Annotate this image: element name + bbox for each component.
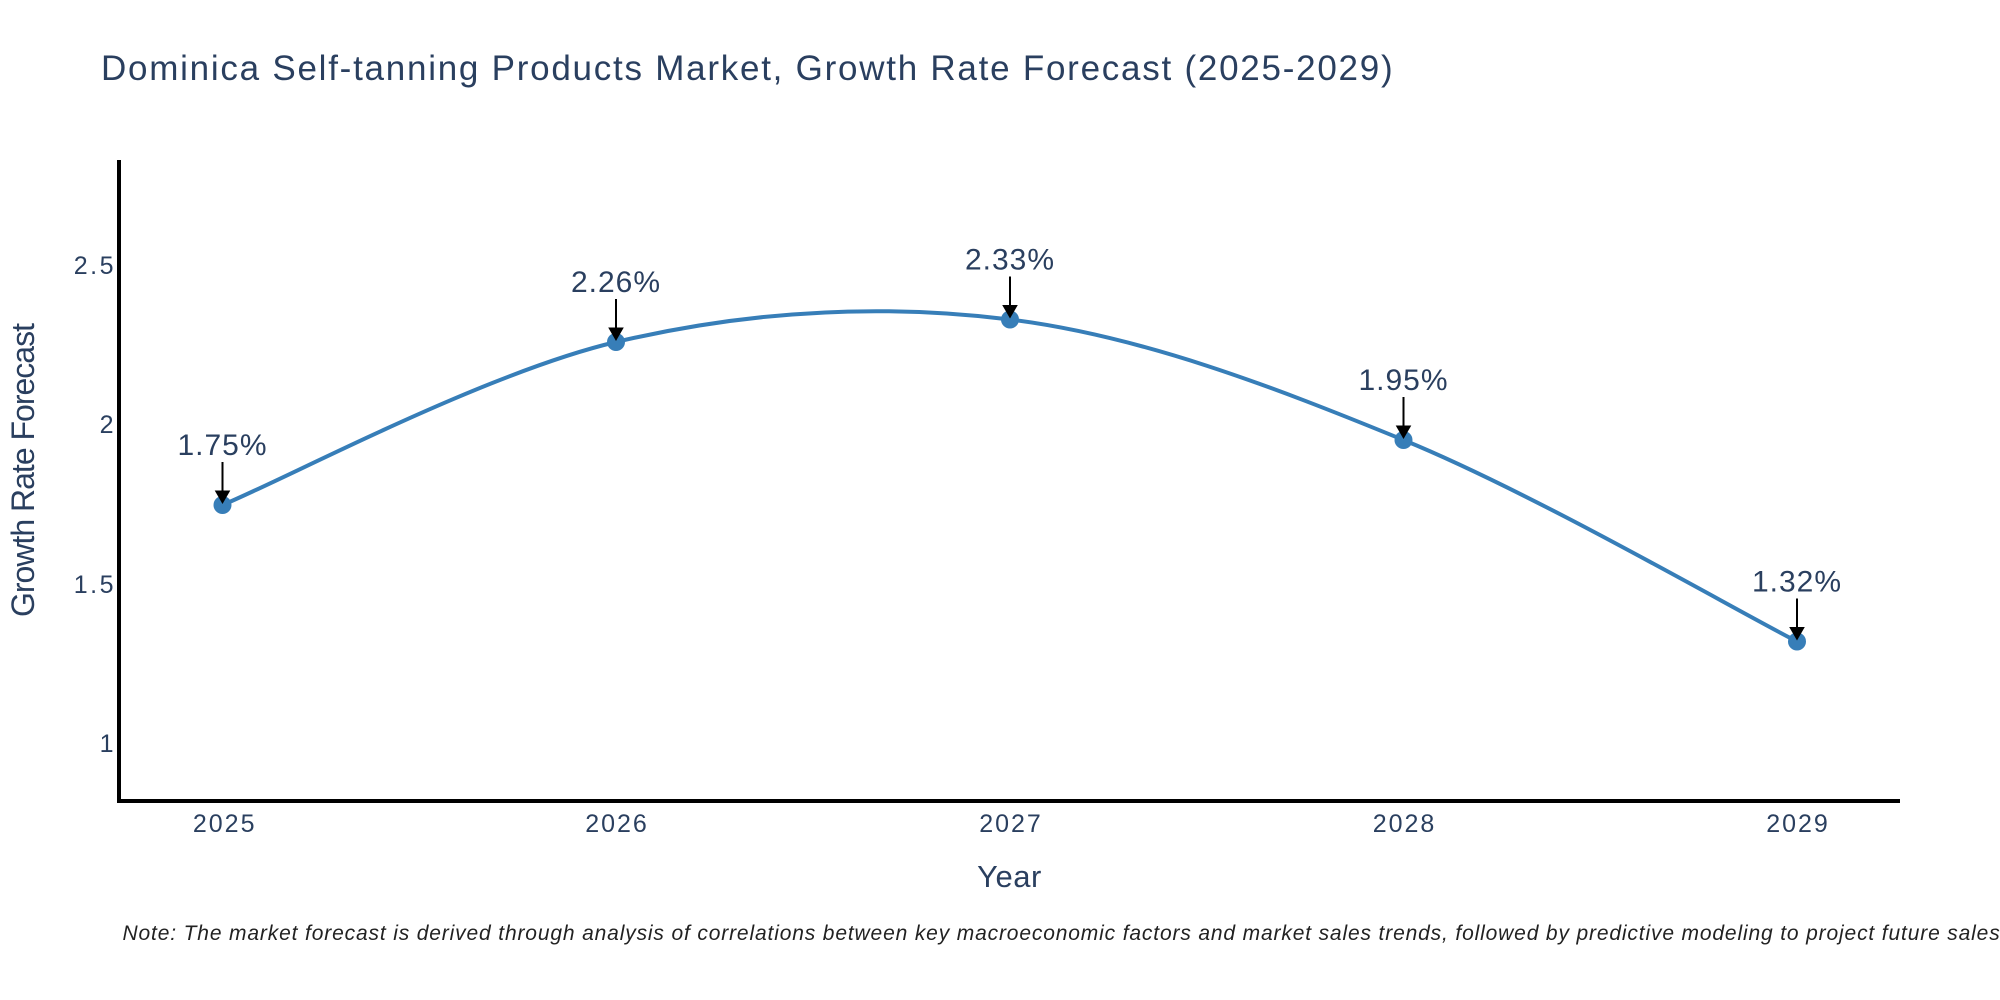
svg-text:1: 1 (100, 730, 116, 758)
svg-text:2029: 2029 (1766, 810, 1830, 838)
svg-text:2: 2 (100, 411, 116, 439)
svg-text:2026: 2026 (585, 810, 649, 838)
svg-text:2025: 2025 (193, 810, 257, 838)
svg-text:1.32%: 1.32% (1752, 566, 1842, 599)
svg-text:1.75%: 1.75% (177, 429, 267, 462)
svg-text:2028: 2028 (1373, 810, 1437, 838)
svg-text:Growth Rate Forecast: Growth Rate Forecast (5, 323, 41, 617)
svg-text:2.26%: 2.26% (571, 266, 661, 299)
svg-text:Note: The market forecast is d: Note: The market forecast is derived thr… (123, 922, 2000, 945)
svg-text:Year: Year (977, 859, 1042, 894)
svg-text:2.5: 2.5 (74, 252, 116, 280)
svg-text:1.95%: 1.95% (1358, 364, 1448, 397)
svg-text:Dominica Self-tanning Products: Dominica Self-tanning Products Market, G… (101, 49, 1394, 88)
svg-text:2.33%: 2.33% (965, 244, 1055, 277)
svg-text:2027: 2027 (979, 810, 1043, 838)
svg-text:1.5: 1.5 (74, 571, 116, 599)
